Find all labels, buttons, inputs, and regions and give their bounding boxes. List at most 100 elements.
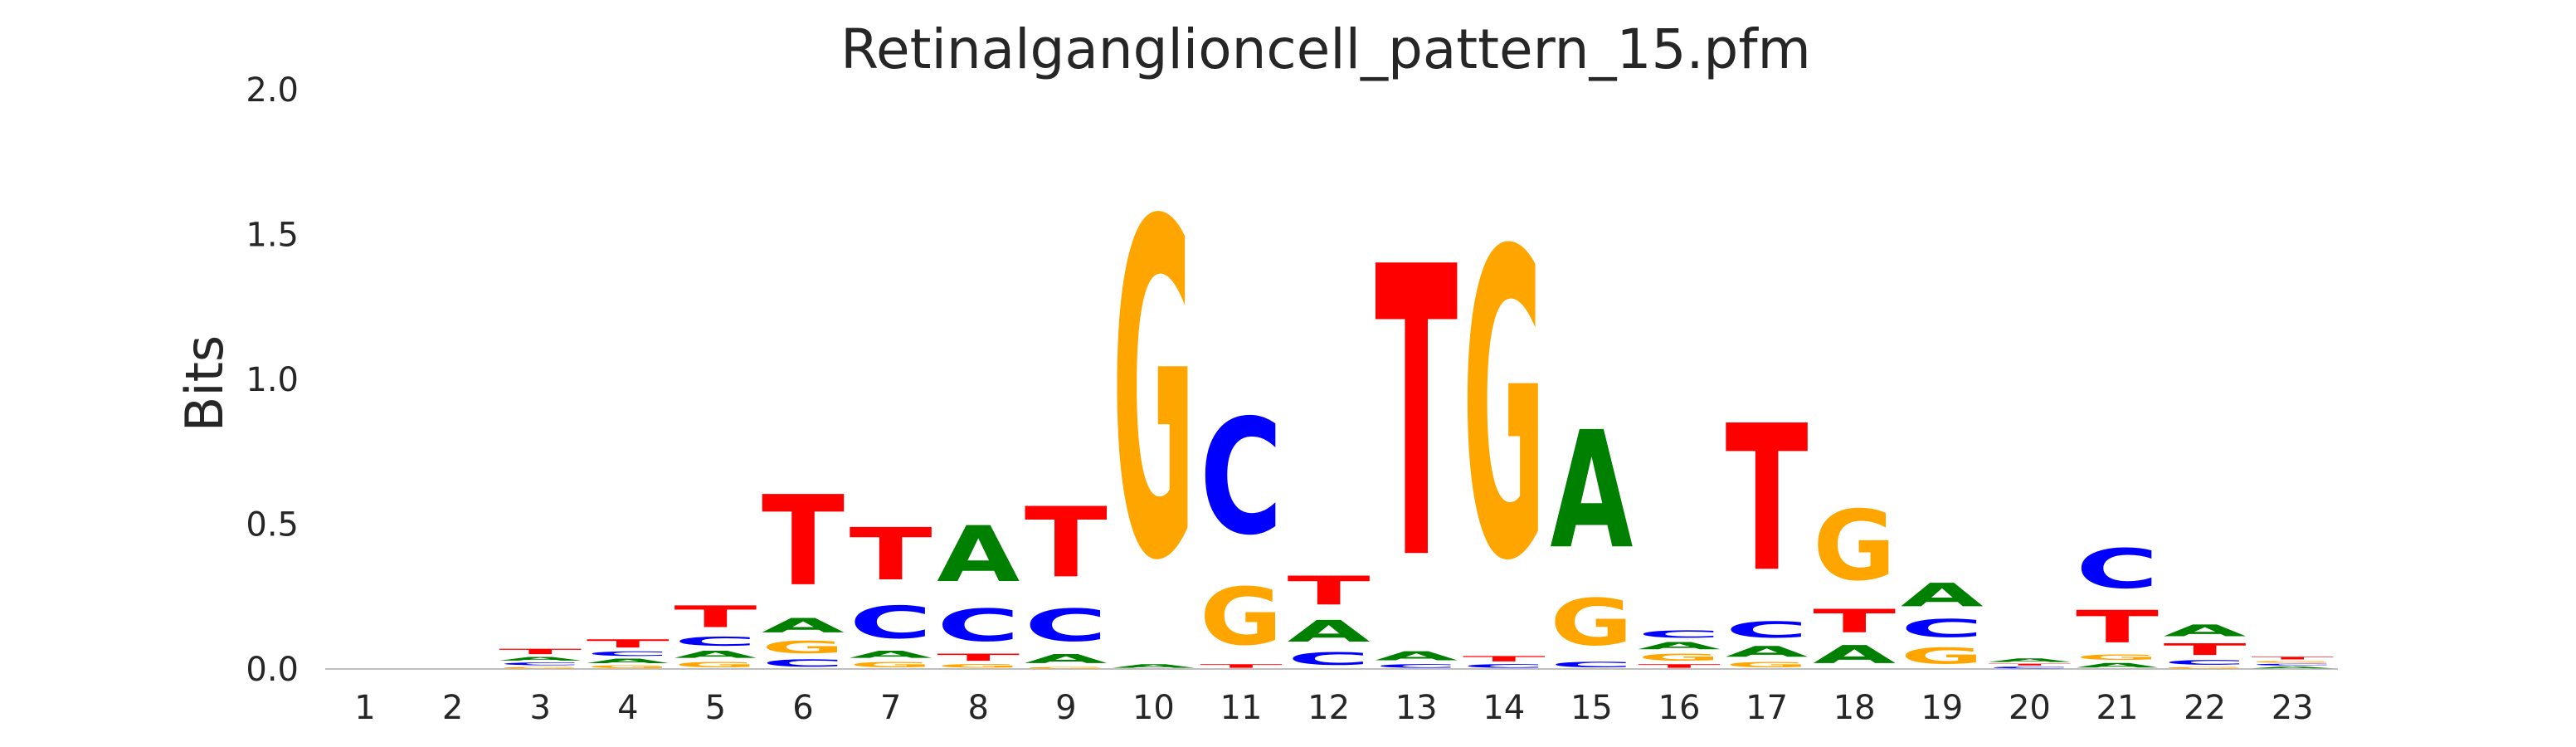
logo-letter-C: C — [1463, 663, 1546, 669]
logo-letter-A: A — [762, 614, 845, 637]
x-tick-labels: 1 2 3 4 5 6 7 8 9 10 11 12 13 14 15 16 17 18 19 20 21 22 23 — [354, 689, 2313, 727]
x-tick-label: 9 — [1055, 689, 1076, 727]
x-tick-label: 1 — [354, 689, 375, 727]
logo-letter-T: T — [1726, 384, 1809, 618]
logo-letter-T: T — [2251, 656, 2334, 660]
logo-letter-G: G — [2251, 661, 2334, 663]
logo-letter-G: G — [1112, 125, 1195, 662]
x-tick-label: 16 — [1658, 689, 1701, 727]
logo-stacks: GCATGACTGACTCGATGACTGTCAGACTAGTGCCATCATC… — [499, 125, 2334, 670]
logo-letter-C: C — [674, 634, 757, 648]
logo-letter-T: T — [1288, 568, 1371, 614]
x-tick-label: 18 — [1833, 689, 1876, 727]
logo-letter-G: G — [2076, 653, 2159, 662]
logo-letter-T: T — [1988, 663, 2071, 666]
logo-letter-T: T — [762, 470, 845, 613]
x-tick-label: 6 — [792, 689, 813, 727]
logo-letter-G: G — [1025, 666, 1108, 669]
logo-letter-C: C — [1638, 628, 1721, 640]
x-tick-label: 14 — [1483, 689, 1525, 727]
logo-letter-A: A — [2251, 666, 2334, 669]
logo-letter-T: T — [499, 647, 582, 656]
logo-letter-C: C — [587, 650, 670, 657]
x-tick-label: 23 — [2272, 689, 2314, 727]
y-tick-label: 2.0 — [246, 71, 299, 110]
logo-letter-A: A — [1375, 649, 1458, 663]
x-tick-label: 19 — [1921, 689, 1963, 727]
logo-letter-T: T — [850, 513, 933, 597]
chart-title: Retinalganglioncell_pattern_15.pfm — [840, 17, 1811, 81]
logo-letter-T: T — [1813, 603, 1896, 640]
x-tick-label: 4 — [617, 689, 638, 727]
logo-letter-C: C — [2251, 663, 2334, 666]
logo-letter-G: G — [1463, 164, 1546, 653]
logo-letter-G: G — [1726, 661, 1809, 669]
x-tick-label: 11 — [1220, 689, 1263, 727]
x-tick-label: 12 — [1307, 689, 1350, 727]
logo-letter-G: G — [850, 661, 933, 669]
logo-letter-T: T — [587, 637, 670, 651]
x-tick-label: 15 — [1570, 689, 1613, 727]
logo-letter-G: G — [674, 661, 757, 669]
logo-letter-T: T — [1200, 663, 1283, 669]
logo-letter-A: A — [1813, 640, 1897, 669]
logo-letter-C: C — [850, 597, 933, 648]
logo-letter-A: A — [499, 656, 582, 662]
y-tick-label: 0.0 — [246, 651, 299, 689]
logo-letter-G: G — [587, 665, 670, 669]
logo-letter-A: A — [1638, 640, 1721, 652]
logo-letter-C: C — [1901, 614, 1984, 643]
logo-letter-G: G — [499, 666, 582, 669]
x-tick-label: 22 — [2184, 689, 2226, 727]
logo-letter-A: A — [1112, 663, 1195, 669]
logo-letter-G: G — [1200, 570, 1283, 663]
logo-letter-T: T — [1025, 487, 1108, 599]
logo-letter-T: T — [937, 652, 1020, 663]
logo-letter-T: T — [1375, 183, 1458, 647]
x-tick-label: 7 — [880, 689, 901, 727]
x-tick-label: 10 — [1132, 689, 1175, 727]
logo-letter-T: T — [674, 600, 757, 635]
logo-letter-C: C — [1288, 649, 1371, 669]
logo-letter-C: C — [1200, 386, 1283, 570]
x-tick-label: 21 — [2096, 689, 2139, 727]
y-tick-label: 0.5 — [246, 506, 299, 544]
logo-letter-C: C — [2164, 659, 2247, 666]
y-tick-label: 1.5 — [246, 217, 299, 255]
logo-letter-T: T — [2164, 640, 2247, 659]
logo-letter-A: A — [1726, 643, 1809, 661]
logo-letter-A: A — [2076, 662, 2159, 669]
logo-letter-C: C — [1726, 618, 1809, 643]
logo-letter-A: A — [1288, 614, 1371, 649]
x-tick-label: 13 — [1395, 689, 1438, 727]
logo-letter-T: T — [1638, 663, 1721, 669]
logo-letter-A: A — [674, 649, 757, 661]
logo-letter-G: G — [1550, 586, 1633, 661]
y-axis-label: Bits — [174, 335, 235, 432]
logo-letter-A: A — [937, 510, 1020, 599]
logo-letter-T: T — [1463, 655, 1546, 663]
logo-letter-G: G — [937, 663, 1020, 669]
logo-letter-A: A — [850, 649, 933, 661]
x-tick-label: 8 — [967, 689, 988, 727]
logo-letter-G: G — [1901, 643, 1984, 669]
x-tick-label: 5 — [705, 689, 726, 727]
logo-letter-C: C — [499, 662, 582, 666]
logo-letter-G: G — [1813, 490, 1896, 603]
logo-letter-C: C — [1988, 666, 2071, 669]
logo-letter-G: G — [1638, 652, 1721, 663]
logo-letter-A: A — [1988, 657, 2071, 663]
logo-letter-A: A — [2164, 621, 2247, 640]
x-tick-label: 2 — [442, 689, 463, 727]
logo-letter-C: C — [937, 600, 1020, 652]
logo-letter-G: G — [762, 637, 845, 657]
logo-letter-A: A — [1550, 397, 1633, 584]
x-tick-label: 3 — [529, 689, 550, 727]
logo-letter-A: A — [1901, 577, 1984, 614]
logo-letter-C: C — [1375, 663, 1458, 669]
logo-letter-C: C — [2076, 538, 2159, 601]
logo-letter-C: C — [1025, 600, 1108, 652]
logo-letter-T: T — [2076, 602, 2159, 653]
logo-letter-A: A — [1025, 652, 1108, 666]
x-tick-label: 17 — [1746, 689, 1788, 727]
